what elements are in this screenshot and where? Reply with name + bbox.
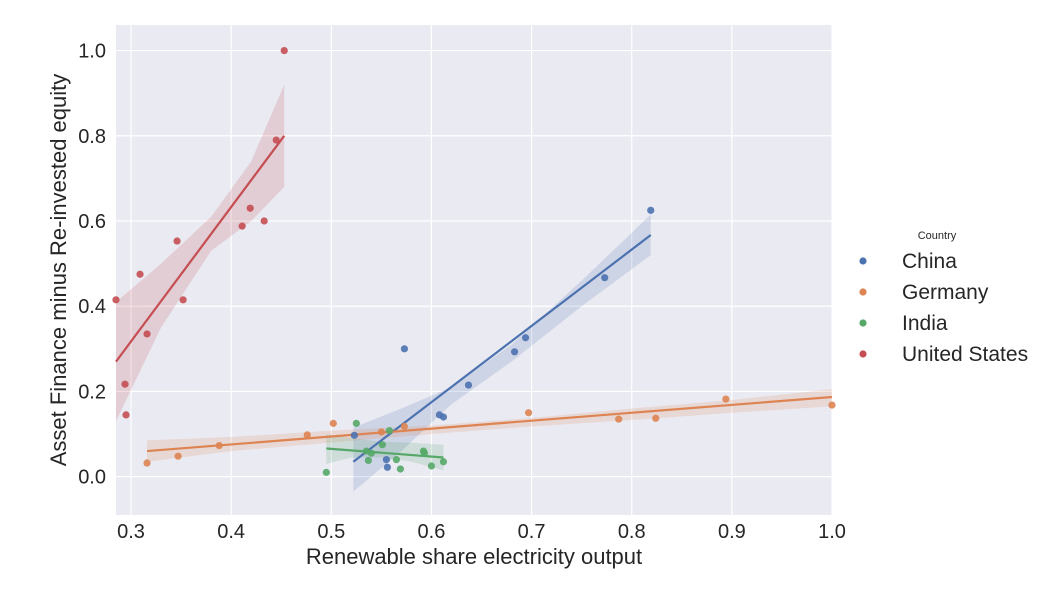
china-point [521,334,530,342]
united-states-regression-line [115,135,286,363]
x-tick-label: 1.0 [818,521,846,543]
legend-marker-germany [859,288,867,296]
china-point [510,348,519,356]
united-states-point [179,296,187,304]
y-tick-label: 0.6 [78,211,106,233]
x-tick-label: 0.9 [718,521,746,543]
legend-marker-united-states [859,350,867,358]
china-point [464,381,473,389]
china-point [350,431,358,439]
china-point [383,463,391,471]
united-states-point [280,46,288,55]
plot-area [116,25,832,515]
china-point [601,274,609,282]
india-point [439,458,448,466]
y-tick-label: 0.2 [78,381,106,403]
india-point [385,427,393,435]
y-tick-label: 1.0 [78,41,106,63]
x-tick-label: 0.8 [618,521,646,543]
united-states-point [173,237,181,245]
germany-regression-line [146,395,833,453]
x-tick-label: 0.4 [217,521,245,543]
india-point [392,456,400,464]
x-tick-labels: 0.3 0.4 0.5 0.6 0.7 0.8 0.9 1.0 [117,521,846,543]
germany-point [377,428,385,436]
china-point [400,345,409,353]
germany-point [615,415,623,423]
germany-point [652,414,660,422]
y-tick-label: 0.8 [78,126,106,148]
germany-point [143,459,151,467]
united-states-point [143,330,151,338]
china-point [647,206,655,214]
germany-point [329,419,337,427]
united-states-point [246,204,254,212]
y-axis-title: Asset Finance minus Re-invested equity [46,74,71,467]
germany-point [828,401,836,409]
legend-label-germany: Germany [902,281,989,304]
x-tick-label: 0.6 [418,521,446,543]
x-tick-label: 0.3 [117,521,145,543]
india-point [367,449,375,457]
india-point [427,462,436,470]
china-point [382,456,390,464]
y-tick-label: 0.4 [78,296,106,318]
germany-point [215,441,223,450]
china-confidence-band [353,214,651,492]
x-tick-label: 0.5 [317,521,345,543]
germany-point [400,422,409,430]
united-states-point [238,222,246,230]
legend-label-united-states: United States [902,343,1028,366]
united-states-point [272,136,280,144]
germany-point [524,409,533,417]
united-states-point [260,217,268,225]
india-point [322,468,330,476]
india-point [396,465,404,473]
data-points [112,46,836,476]
germany-point [174,452,182,460]
united-states-point [136,270,144,278]
x-tick-label: 0.7 [518,521,546,543]
germany-confidence-band [147,389,833,462]
legend-title: Country [918,230,957,242]
y-tick-labels: 0.0 0.2 0.4 0.6 0.8 1.0 [78,41,106,489]
germany-point [303,431,311,439]
india-point [378,441,386,449]
united-states-point [112,296,120,304]
legend-label-india: India [902,312,948,335]
legend-marker-india [859,319,867,327]
y-tick-label: 0.0 [78,467,106,489]
united-states-point [122,411,130,419]
india-point [420,449,429,457]
united-states-confidence-band [116,84,285,422]
x-axis-title: Renewable share electricity output [306,544,642,569]
legend-label-china: China [902,250,957,273]
legend-marker-china [859,257,867,265]
china-point [439,413,448,421]
grid-lines [116,25,833,515]
legend: Country China Germany India United States [859,230,1028,366]
germany-point [722,395,730,403]
india-point [364,456,372,465]
india-point [352,419,360,427]
united-states-point [121,380,129,388]
